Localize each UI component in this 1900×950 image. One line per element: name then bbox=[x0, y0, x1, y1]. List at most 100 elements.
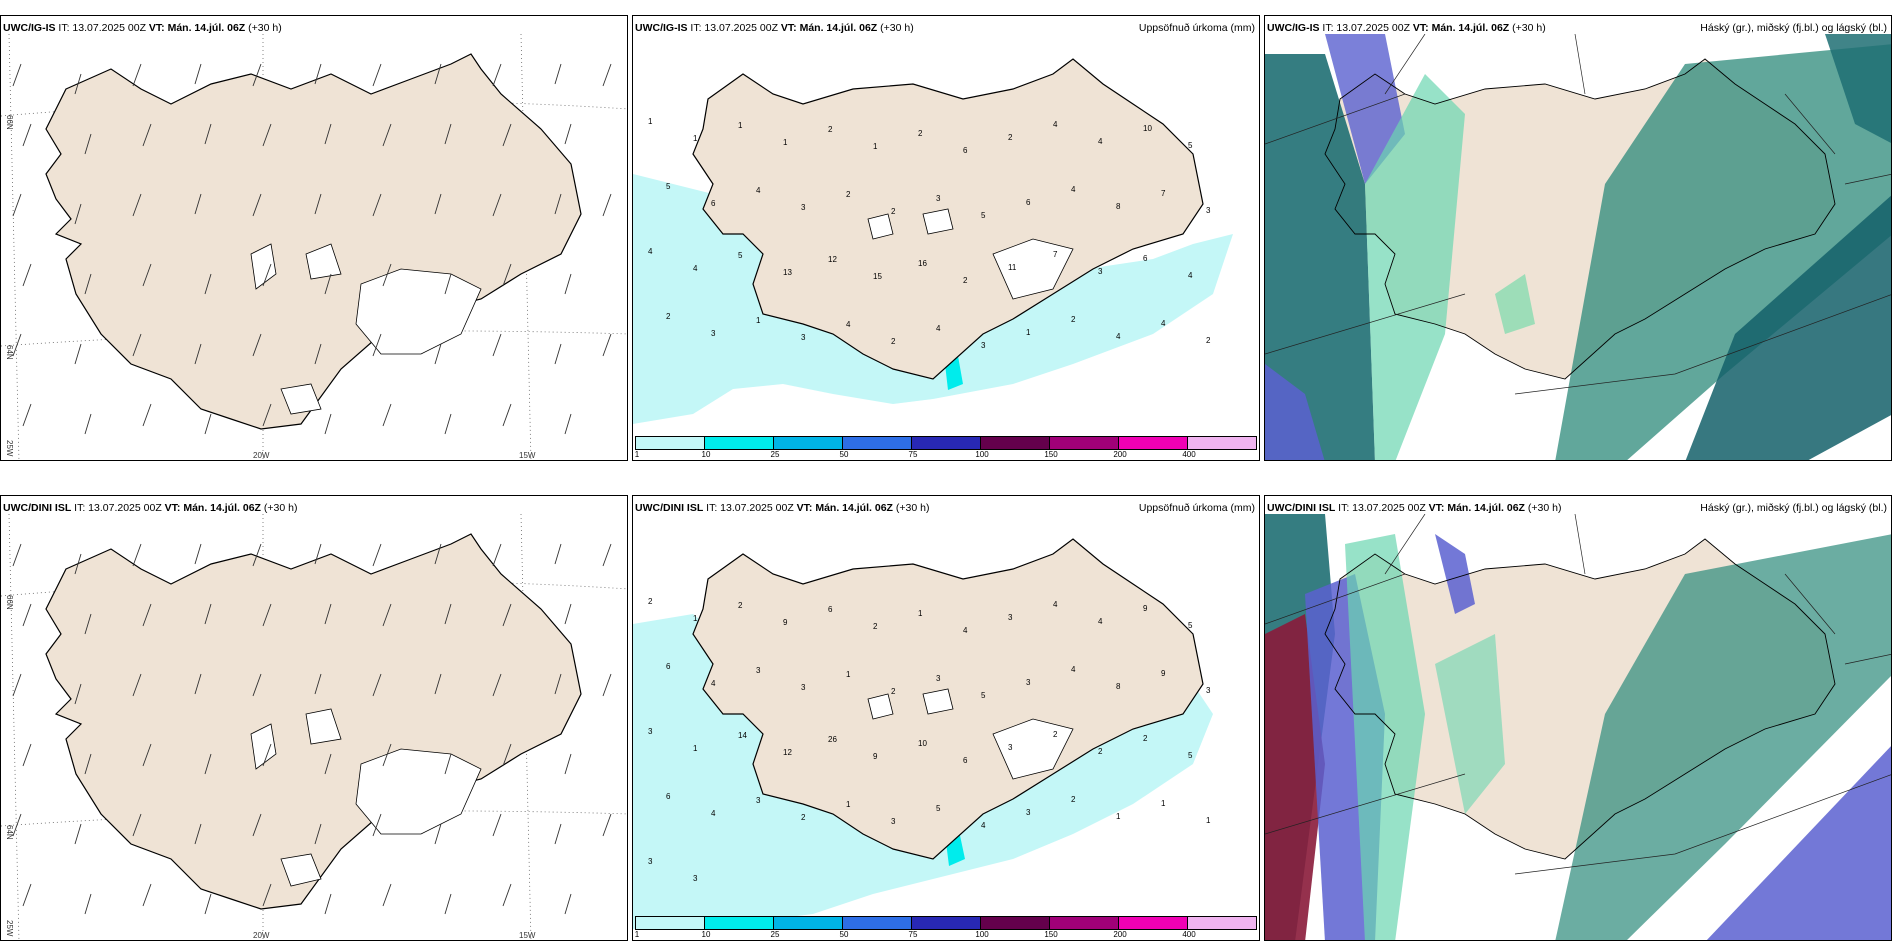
lat-label-66: 66N bbox=[5, 595, 14, 610]
cloud-map bbox=[1265, 514, 1891, 940]
legend-label: 400 bbox=[1182, 450, 1196, 459]
precip-value: 3 bbox=[1206, 206, 1211, 215]
lon-label-15: 15W bbox=[519, 931, 536, 940]
precip-value: 4 bbox=[846, 320, 851, 329]
precip-panel-bottom: UWC/DINI ISL IT: 13.07.2025 00Z VT: Mán.… bbox=[632, 495, 1260, 941]
legend-label: 75 bbox=[908, 450, 918, 459]
precip-value: 4 bbox=[963, 626, 968, 635]
legend-label: 150 bbox=[1044, 450, 1058, 459]
field-title: Uppsöfnuð úrkoma (mm) bbox=[1138, 502, 1255, 514]
precip-value: 3 bbox=[936, 194, 941, 203]
precip-value: 3 bbox=[801, 333, 806, 342]
lon-label-20: 20W bbox=[253, 451, 270, 460]
legend-label: 50 bbox=[839, 450, 849, 459]
precip-value: 15 bbox=[873, 272, 882, 281]
precip-values: 2129621434495643312353489331141226910632… bbox=[648, 597, 1211, 883]
precip-value: 9 bbox=[783, 618, 788, 627]
precip-value: 2 bbox=[1143, 734, 1148, 743]
lead-time: (+30 h) bbox=[248, 22, 282, 34]
precip-value: 3 bbox=[981, 341, 986, 350]
precip-value: 2 bbox=[891, 337, 896, 346]
panel-header: UWC/IG-IS IT: 13.07.2025 00Z VT: Mán. 14… bbox=[635, 18, 1257, 38]
precip-map: 1 1 1 1 2 1 2 6 2 4 4 10 5 5 6 4 3 2 2 3 5 6 4 8 7 3 4 4 5 13 12 15 16 2 1… bbox=[633, 34, 1259, 460]
model-name: UWC/DINI ISL bbox=[635, 502, 704, 514]
precip-value: 5 bbox=[666, 182, 671, 191]
panel-header: UWC/DINI ISL IT: 13.07.2025 00Z VT: Mán.… bbox=[1267, 498, 1889, 518]
cloud-panel-bottom: UWC/DINI ISL IT: 13.07.2025 00Z VT: Mán.… bbox=[1264, 495, 1892, 941]
precip-value: 4 bbox=[936, 324, 941, 333]
legend-swatch-8 bbox=[1188, 437, 1256, 449]
legend-swatch-0 bbox=[636, 917, 705, 929]
wind-map: 66N 64N 25W 20W 15W bbox=[1, 514, 627, 940]
precip-value: 4 bbox=[1053, 600, 1058, 609]
legend-swatch-6 bbox=[1050, 917, 1119, 929]
legend-label: 10 bbox=[701, 450, 711, 459]
precip-value: 1 bbox=[693, 134, 698, 143]
legend-swatch-0 bbox=[636, 437, 705, 449]
precip-value: 4 bbox=[648, 247, 653, 256]
precip-value: 3 bbox=[1206, 686, 1211, 695]
precip-value: 2 bbox=[846, 190, 851, 199]
precip-value: 2 bbox=[963, 276, 968, 285]
precip-value: 7 bbox=[1161, 189, 1166, 198]
precip-value: 4 bbox=[693, 264, 698, 273]
precip-value: 10 bbox=[918, 739, 927, 748]
init-time: IT: 13.07.2025 00Z bbox=[690, 22, 778, 34]
precip-value: 2 bbox=[828, 125, 833, 134]
model-name: UWC/DINI ISL bbox=[3, 502, 72, 514]
precip-value: 2 bbox=[1071, 795, 1076, 804]
field-title: Uppsöfnuð úrkoma (mm) bbox=[1138, 22, 1255, 34]
precip-value: 2 bbox=[648, 597, 653, 606]
precip-value: 8 bbox=[1116, 202, 1121, 211]
legend-label: 25 bbox=[770, 450, 780, 459]
legend-swatch-3 bbox=[843, 437, 912, 449]
lead-time: (+30 h) bbox=[1512, 22, 1546, 34]
legend-label: 25 bbox=[770, 930, 780, 939]
precip-values: 1111212624410556432235648734451312151621… bbox=[648, 117, 1211, 350]
legend-swatch-6 bbox=[1050, 437, 1119, 449]
precip-value: 2 bbox=[891, 687, 896, 696]
precip-legend-labels: 1 10 25 50 75 100 150 200 400 bbox=[635, 450, 1257, 460]
precip-value: 7 bbox=[1053, 250, 1058, 259]
precip-legend bbox=[635, 916, 1257, 930]
precip-value: 1 bbox=[648, 117, 653, 126]
precip-value: 3 bbox=[1008, 743, 1013, 752]
precip-value: 2 bbox=[1206, 336, 1211, 345]
precip-value: 6 bbox=[666, 662, 671, 671]
precip-value: 6 bbox=[1143, 254, 1148, 263]
precip-value: 10 bbox=[1143, 124, 1152, 133]
legend-label: 100 bbox=[975, 930, 989, 939]
precip-value: 4 bbox=[1098, 137, 1103, 146]
legend-swatch-1 bbox=[705, 437, 774, 449]
precip-value: 4 bbox=[756, 186, 761, 195]
precip-value: 11 bbox=[1008, 263, 1017, 272]
wind-map: 66N 64N 25W 20W 15W bbox=[1, 34, 627, 460]
precip-value: 1 bbox=[846, 800, 851, 809]
lead-time: (+30 h) bbox=[895, 502, 930, 514]
precip-value: 5 bbox=[738, 251, 743, 260]
precip-value: 1 bbox=[693, 614, 698, 623]
legend-label: 75 bbox=[908, 930, 918, 939]
legend-label: 100 bbox=[975, 450, 989, 459]
init-time: IT: 13.07.2025 00Z bbox=[58, 22, 146, 34]
precip-value: 3 bbox=[756, 666, 761, 675]
precip-value: 2 bbox=[1098, 747, 1103, 756]
legend-label: 150 bbox=[1044, 930, 1058, 939]
model-name: UWC/DINI ISL bbox=[1267, 502, 1336, 514]
precip-value: 4 bbox=[1053, 120, 1058, 129]
precip-value: 1 bbox=[1206, 816, 1211, 825]
lon-label-15: 15W bbox=[519, 451, 536, 460]
legend-swatch-3 bbox=[843, 917, 912, 929]
wind-map-svg: 66N 64N 25W 20W 15W bbox=[1, 514, 627, 940]
lat-label-64: 64N bbox=[5, 825, 14, 840]
precip-value: 1 bbox=[918, 609, 923, 618]
precip-value: 3 bbox=[801, 683, 806, 692]
lead-time: (+30 h) bbox=[263, 502, 298, 514]
valid-time: VT: Mán. 14.júl. 06Z bbox=[780, 22, 878, 34]
precip-value: 2 bbox=[891, 207, 896, 216]
panel-header: UWC/IG-IS IT: 13.07.2025 00Z VT: Mán. 14… bbox=[1267, 18, 1889, 38]
precip-value: 3 bbox=[756, 796, 761, 805]
valid-time: VT: Mán. 14.júl. 06Z bbox=[148, 22, 246, 34]
precip-value: 3 bbox=[711, 329, 716, 338]
legend-label: 50 bbox=[839, 930, 849, 939]
